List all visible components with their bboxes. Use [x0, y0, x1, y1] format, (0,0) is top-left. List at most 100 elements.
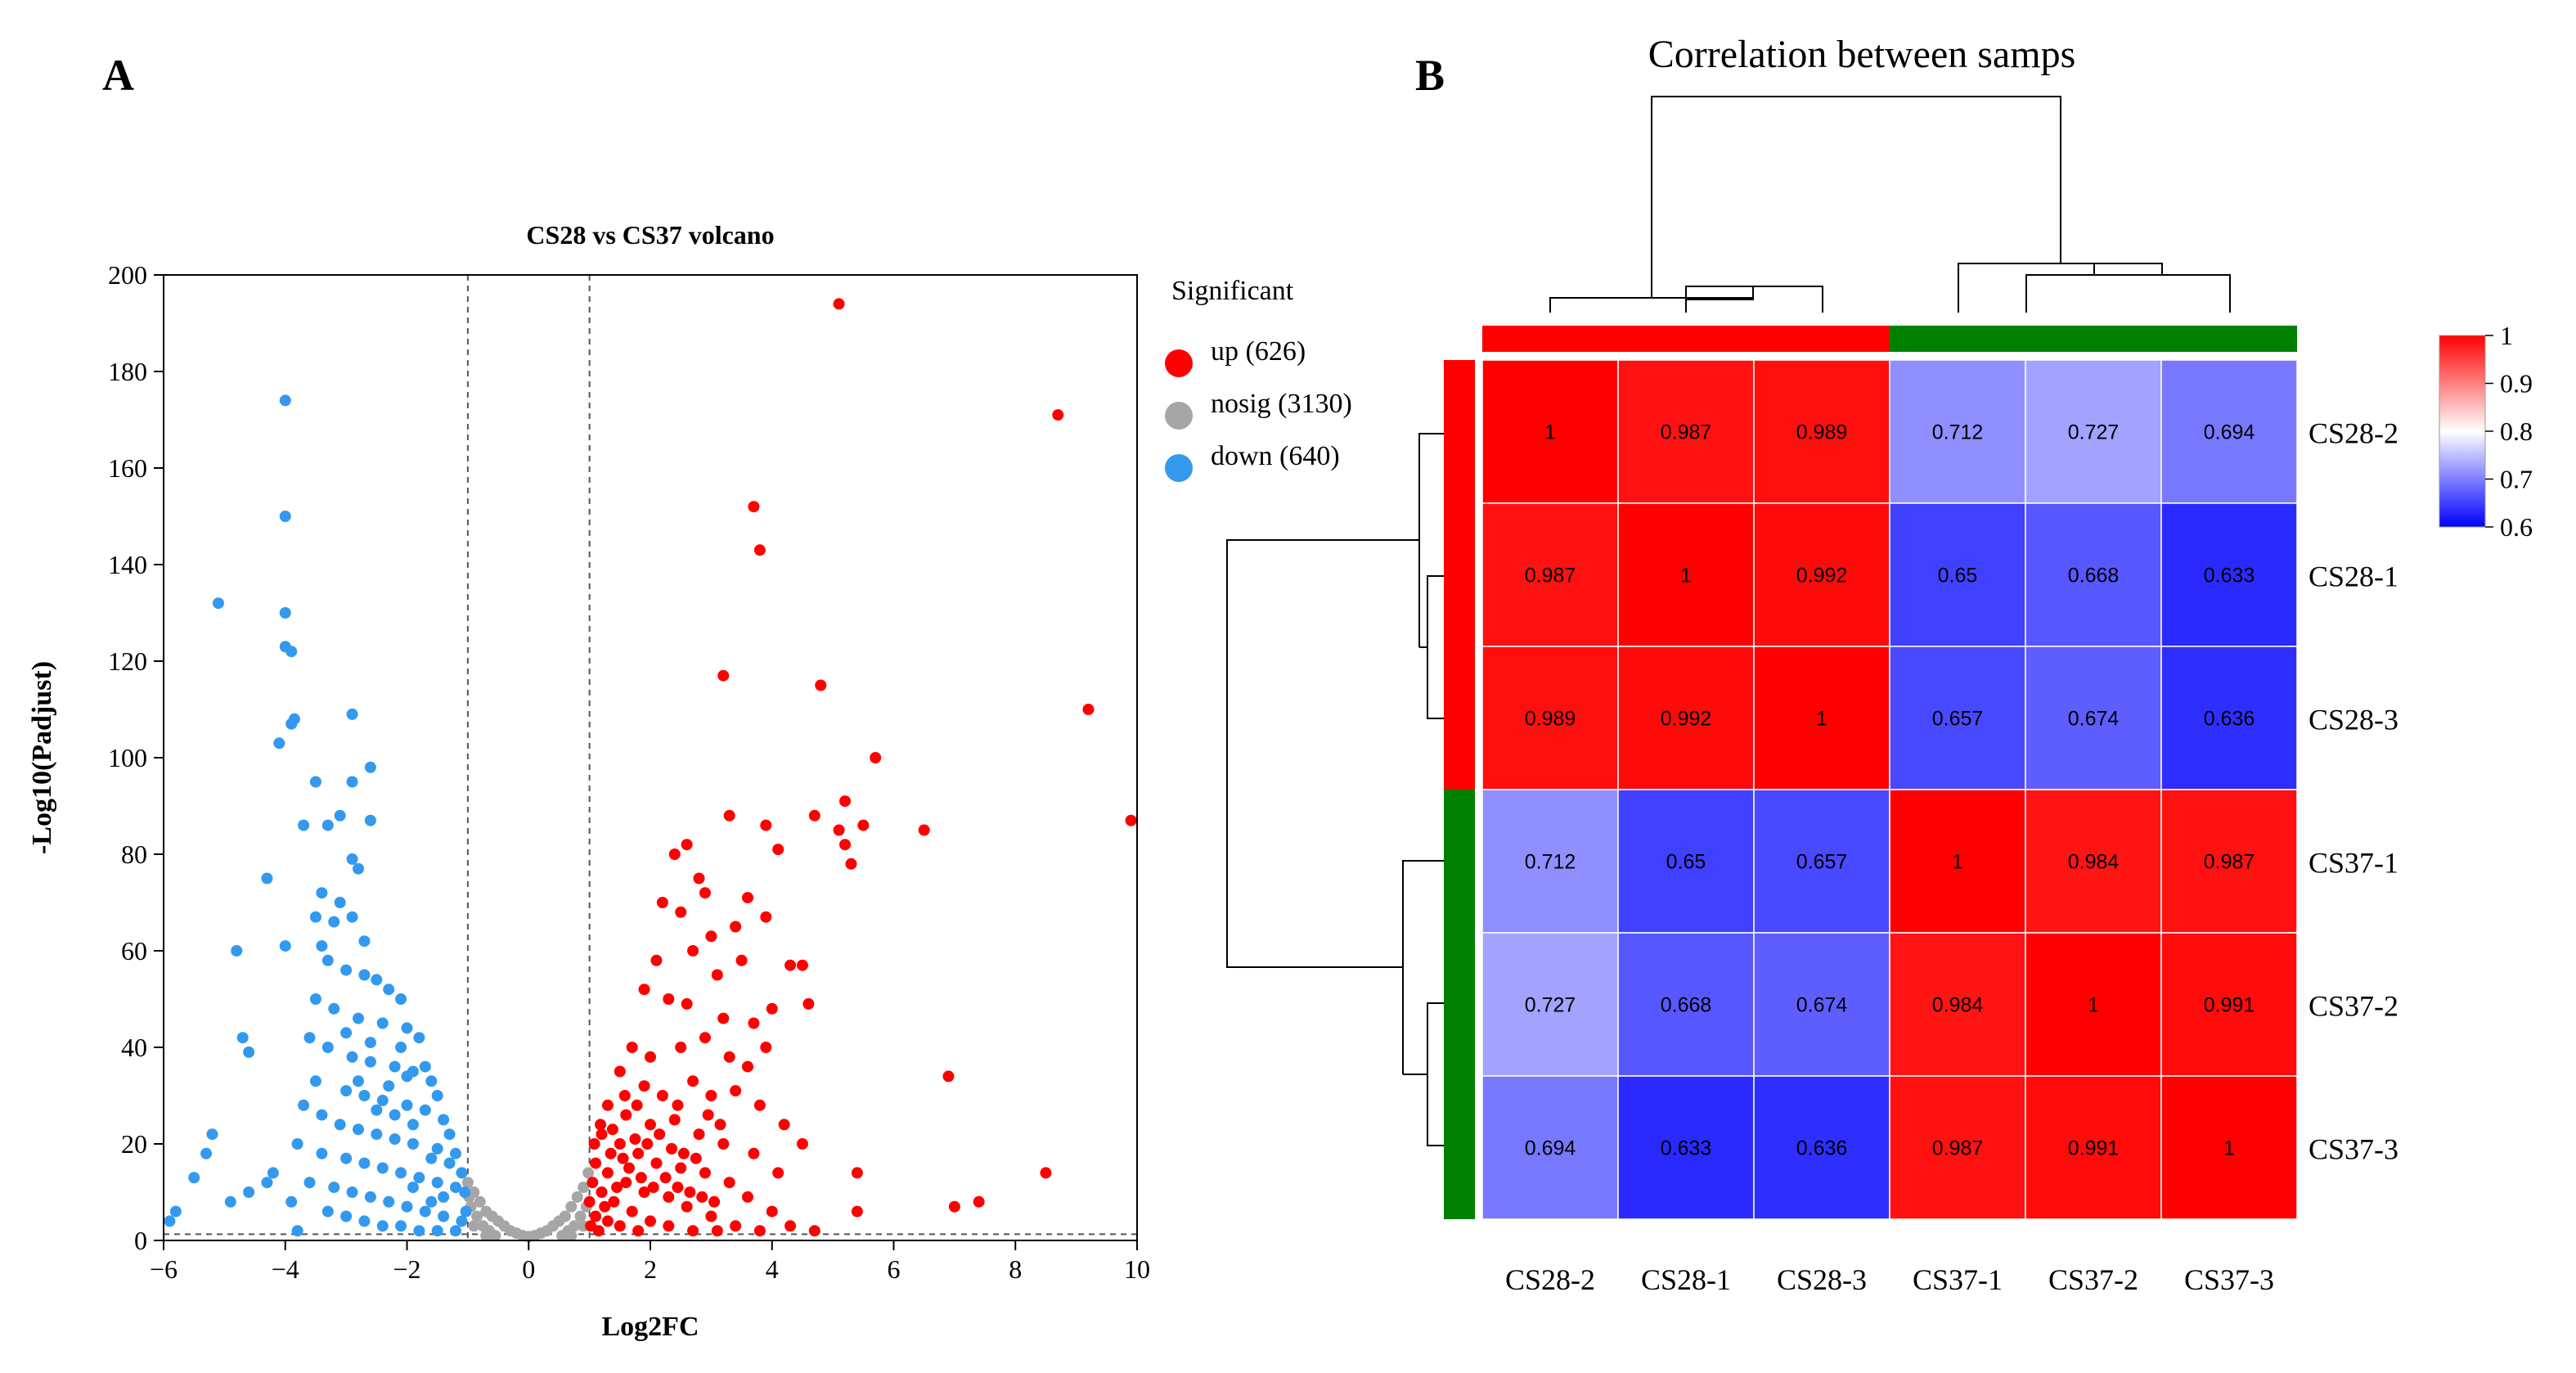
volcano-point: [346, 1051, 358, 1063]
volcano-point: [353, 1012, 364, 1024]
volcano-point: [334, 809, 346, 822]
volcano-point: [298, 819, 310, 831]
heatmap-cell-label: 0.984: [2068, 851, 2120, 874]
volcano-point: [635, 1172, 647, 1184]
volcano-x-axis: −6 −4 −2 0 2 4 6 8 10: [150, 1240, 1150, 1284]
volcano-point: [456, 1215, 468, 1227]
group-bar-left-cs37: [1444, 790, 1475, 1219]
volcano-point: [450, 1147, 461, 1159]
heatmap-cell: [2025, 502, 2162, 647]
volcano-point: [285, 1195, 298, 1208]
volcano-point: [601, 1167, 614, 1179]
volcano-point: [169, 1205, 182, 1218]
volcano-point: [748, 1147, 760, 1159]
group-bar-left-cs28: [1444, 360, 1475, 790]
x-tick-label: 4: [766, 1254, 779, 1284]
col-label: CS28-1: [1641, 1263, 1731, 1296]
volcano-point: [309, 776, 321, 788]
volcano-point: [681, 839, 693, 851]
volcano-point: [784, 959, 797, 971]
heatmap-cell: [1753, 1075, 1890, 1220]
volcano-point: [1040, 1167, 1052, 1179]
volcano-point: [407, 1182, 419, 1194]
volcano-point: [340, 1085, 353, 1097]
volcano-point: [273, 737, 285, 750]
volcano-point: [309, 911, 321, 923]
y-tick-label: 180: [108, 357, 147, 386]
volcano-point: [606, 1123, 618, 1136]
volcano-point: [371, 974, 383, 986]
y-tick-label: 160: [108, 453, 147, 483]
col-label: CS37-2: [2048, 1263, 2138, 1296]
volcano-point: [460, 1205, 472, 1218]
volcano-point: [699, 1167, 711, 1179]
heatmap-cell-label: 0.65: [1666, 851, 1706, 874]
volcano-point: [298, 1099, 310, 1111]
volcano-point: [328, 916, 340, 928]
y-tick-label: 120: [108, 646, 147, 676]
volcano-point: [316, 940, 328, 952]
heatmap-cell-label: 0.987: [1525, 565, 1576, 587]
legend-swatch: [1165, 402, 1193, 430]
volcano-point: [650, 954, 663, 966]
volcano-point: [279, 394, 291, 407]
x-tick-label: −2: [393, 1254, 420, 1284]
volcano-point: [742, 1060, 753, 1073]
heatmap-cell: [1889, 789, 2026, 934]
volcano-point: [231, 945, 243, 957]
volcano-point: [303, 1032, 316, 1044]
heatmap-cell-label: 0.712: [1525, 851, 1576, 874]
heatmap-cell: [2025, 646, 2162, 790]
volcano-point: [401, 1099, 413, 1111]
volcano-point: [614, 1065, 626, 1078]
volcano-point: [687, 1225, 699, 1237]
volcano-point: [663, 1191, 675, 1203]
volcano-point: [425, 1075, 438, 1087]
volcano-point: [288, 713, 300, 725]
volcano-point: [565, 1200, 578, 1213]
volcano-point: [353, 1075, 364, 1087]
heatmap-cell: [2160, 789, 2298, 934]
volcano-point: [321, 954, 334, 966]
volcano-point: [705, 1210, 717, 1222]
legend-label: down (640): [1211, 441, 1340, 471]
volcano-point: [574, 1210, 587, 1222]
colorbar-ticks: 1 0.9 0.8 0.7 0.6: [2485, 321, 2533, 542]
volcano-point: [638, 1186, 650, 1198]
volcano-point: [601, 1099, 614, 1111]
legend-title: Significant: [1171, 276, 1294, 306]
heatmap-cell-label: 0.657: [1796, 851, 1848, 874]
volcano-point: [395, 1220, 407, 1232]
volcano-point: [851, 1167, 863, 1179]
volcano-point: [696, 1191, 708, 1203]
heatmap-cells: 1 0.987 0.989 0.712 0.727 0.694 0.987 1 0.992 0.6…: [1481, 359, 2298, 1220]
volcano-y-label: -Log10(Padjust): [27, 661, 57, 854]
volcano-point: [309, 993, 321, 1005]
col-label: CS37-1: [1913, 1263, 2003, 1296]
volcano-point: [650, 1157, 663, 1169]
volcano-point: [376, 1220, 389, 1232]
volcano-point: [784, 1220, 797, 1232]
x-tick-label: 6: [888, 1254, 901, 1284]
volcano-point: [364, 1191, 376, 1203]
volcano-point: [267, 1167, 279, 1179]
volcano-point: [438, 1210, 450, 1222]
volcano-frame: [163, 274, 1138, 1241]
y-tick-label: 100: [108, 743, 147, 772]
volcano-point: [401, 1070, 413, 1083]
volcano-point: [711, 969, 723, 981]
top-dendrogram: [1549, 96, 2231, 313]
y-tick-label: 0: [134, 1226, 147, 1255]
y-tick-label: 20: [121, 1129, 147, 1159]
colorbar-tick-label: 0.8: [2500, 416, 2533, 446]
legend-swatch: [1165, 349, 1193, 377]
heatmap-cell-label: 0.694: [2204, 421, 2255, 444]
volcano-point: [839, 795, 851, 808]
volcano-point: [631, 1099, 643, 1111]
volcano-point: [443, 1128, 456, 1141]
volcano-point: [702, 1109, 714, 1121]
volcano-point: [748, 501, 760, 513]
volcano-point: [376, 1017, 389, 1029]
volcano-point: [236, 1032, 249, 1044]
volcano-point: [425, 1152, 438, 1164]
